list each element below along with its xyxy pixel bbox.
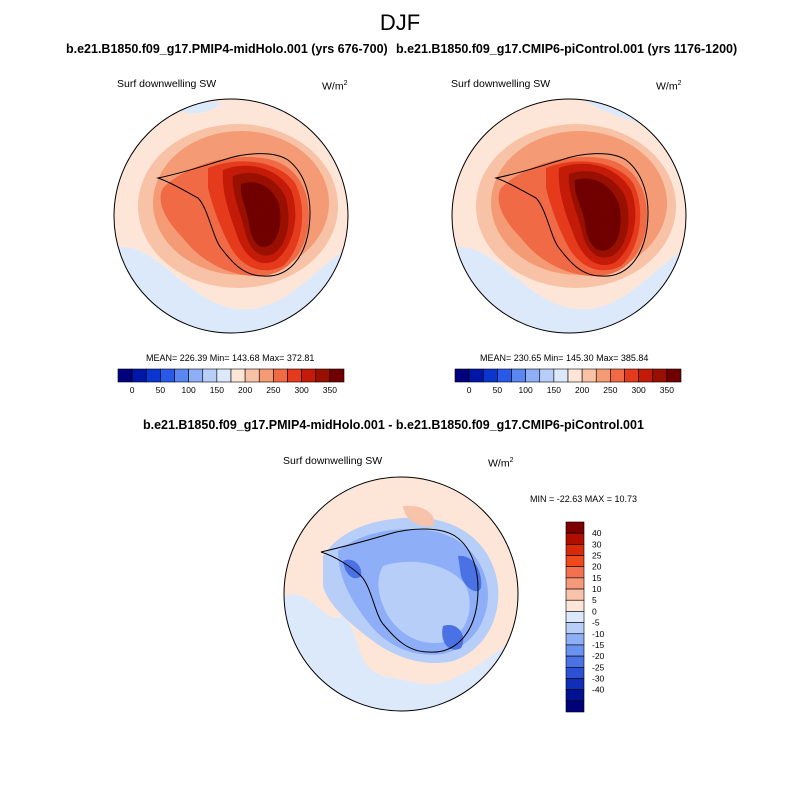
difference-colorbar-box (565, 588, 585, 601)
difference-variable-label: Surf downwelling SW (283, 455, 383, 467)
difference-stats: MIN = -22.63 MAX = 10.73 (530, 494, 638, 504)
difference-colorbar-box (565, 577, 585, 590)
panel-1-colorbar-box (301, 368, 317, 383)
panel-1-stats: MEAN= 226.39 Min= 143.68 Max= 372.81 (146, 353, 315, 363)
panel-2-colorbar-label: 250 (603, 385, 617, 395)
panel-2-colorbar-box (539, 368, 555, 383)
panel-2-polar-map (451, 98, 687, 334)
difference-colorbar-box (565, 700, 585, 713)
panel-1-colorbar-box (273, 368, 288, 383)
panel-2-colorbar-box (652, 368, 668, 383)
panel-2-colorbar-box (482, 368, 498, 383)
difference-colorbar-label: -10 (592, 629, 605, 639)
panel-1-colorbar-box (287, 368, 302, 383)
panel-1-colorbar-box (202, 368, 218, 383)
difference-colorbar-box (565, 655, 585, 668)
panel-1-colorbar-label: 0 (130, 385, 135, 395)
difference-polar-map (283, 476, 519, 712)
panel-2-colorbar-box (454, 368, 470, 383)
panel-2-colorbar-box (638, 368, 654, 383)
difference-colorbar-box (565, 521, 585, 534)
panel-1-colorbar-label: 200 (238, 385, 252, 395)
panel-2-title: b.e21.B1850.f09_g17.CMIP6-piControl.001 … (396, 42, 738, 56)
panel-1-variable-label: Surf downwelling SW (117, 78, 217, 90)
panel-2-colorbar-box (553, 368, 569, 383)
panel-1-colorbar-label: 300 (295, 385, 309, 395)
difference-colorbar-label: -15 (592, 640, 605, 650)
panel-2-colorbar-label: 350 (660, 385, 674, 395)
panel-2-colorbar-label: 200 (575, 385, 589, 395)
difference-unit: W/m2 (488, 457, 514, 470)
difference-colorbar-box (565, 644, 585, 657)
panel-2-colorbar-box (624, 368, 639, 383)
panel-2-colorbar-box (581, 368, 597, 383)
panel-2-colorbar-box (567, 368, 583, 383)
difference-colorbar-box (565, 611, 585, 623)
panel-1-colorbar-box (244, 368, 260, 383)
difference-colorbar-label: 15 (592, 573, 602, 583)
difference-colorbar-label: -5 (592, 618, 600, 628)
difference-colorbar-box (565, 566, 585, 579)
panel-1-unit: W/m2 (322, 80, 348, 93)
difference-colorbar-box (565, 678, 585, 690)
panel-1-colorbar-box (188, 368, 204, 383)
panel-1-colorbar-box (315, 368, 331, 383)
panel-1-colorbar: 0 50 100 150 200 250 300 350 (117, 368, 345, 395)
panel-2-colorbar-label: 150 (547, 385, 561, 395)
panel-2-colorbar-label: 0 (467, 385, 472, 395)
panel-1-colorbar-box (145, 368, 161, 383)
panel-2-colorbar-label: 300 (632, 385, 646, 395)
panel-2-colorbar-box (468, 368, 484, 383)
difference-colorbar-label: -25 (592, 662, 605, 672)
panel-1-title: b.e21.B1850.f09_g17.PMIP4-midHolo.001 (y… (66, 42, 388, 56)
panel-2-colorbar: 0 50 100 150 200 250 300 350 (454, 368, 682, 395)
panel-1-colorbar-box (160, 368, 175, 383)
panel-2-colorbar-box (497, 368, 512, 383)
panel-1-colorbar-box (117, 368, 133, 383)
panel-2-colorbar-box (595, 368, 611, 383)
panel-2-colorbar-label: 100 (519, 385, 533, 395)
difference-colorbar-label: 30 (592, 539, 602, 549)
season-title: DJF (379, 10, 421, 35)
panel-1-colorbar-label: 150 (210, 385, 224, 395)
difference-colorbar-box (565, 532, 585, 545)
panel-1-colorbar-box (216, 368, 232, 383)
panel-2-unit: W/m2 (656, 80, 682, 93)
difference-colorbar-box (565, 555, 585, 568)
difference-colorbar-box (565, 666, 585, 679)
difference-colorbar-label: 5 (592, 595, 597, 605)
panel-1-colorbar-box (230, 368, 246, 383)
difference-colorbar-label: -30 (592, 673, 605, 683)
difference-colorbar-box (565, 544, 585, 556)
difference-colorbar-box (565, 599, 585, 612)
panel-2-colorbar-box (525, 368, 541, 383)
panel-2-variable-label: Surf downwelling SW (451, 78, 551, 90)
difference-colorbar-label: 40 (592, 528, 602, 538)
panel-1-colorbar-label: 50 (156, 385, 166, 395)
panel-1-colorbar-label: 100 (182, 385, 196, 395)
panel-1-colorbar-box (329, 368, 345, 383)
difference-colorbar-label: 0 (592, 606, 597, 616)
difference-colorbar-label: 10 (592, 584, 602, 594)
panel-2-colorbar-box (666, 368, 682, 383)
difference-colorbar-label: -40 (592, 685, 605, 695)
panel-2-stats: MEAN= 230.65 Min= 145.30 Max= 385.84 (480, 353, 649, 363)
panel-1-polar-map (113, 98, 349, 334)
difference-colorbar-label: -20 (592, 651, 605, 661)
panel-2-colorbar-label: 50 (493, 385, 503, 395)
panel-1-colorbar-label: 350 (323, 385, 337, 395)
panel-1-colorbar-box (131, 368, 147, 383)
difference-colorbar-box (565, 689, 585, 702)
difference-colorbar-box (565, 622, 585, 635)
panel-1-colorbar-label: 250 (266, 385, 280, 395)
panel-2-colorbar-box (610, 368, 625, 383)
difference-colorbar-label: 25 (592, 551, 602, 561)
panel-1-colorbar-box (258, 368, 274, 383)
panel-1-colorbar-box (174, 368, 189, 383)
difference-colorbar-label: 20 (592, 562, 602, 572)
difference-colorbar-box (565, 633, 585, 646)
panel-2-colorbar-box (511, 368, 526, 383)
difference-title: b.e21.B1850.f09_g17.PMIP4-midHolo.001 - … (143, 418, 644, 432)
